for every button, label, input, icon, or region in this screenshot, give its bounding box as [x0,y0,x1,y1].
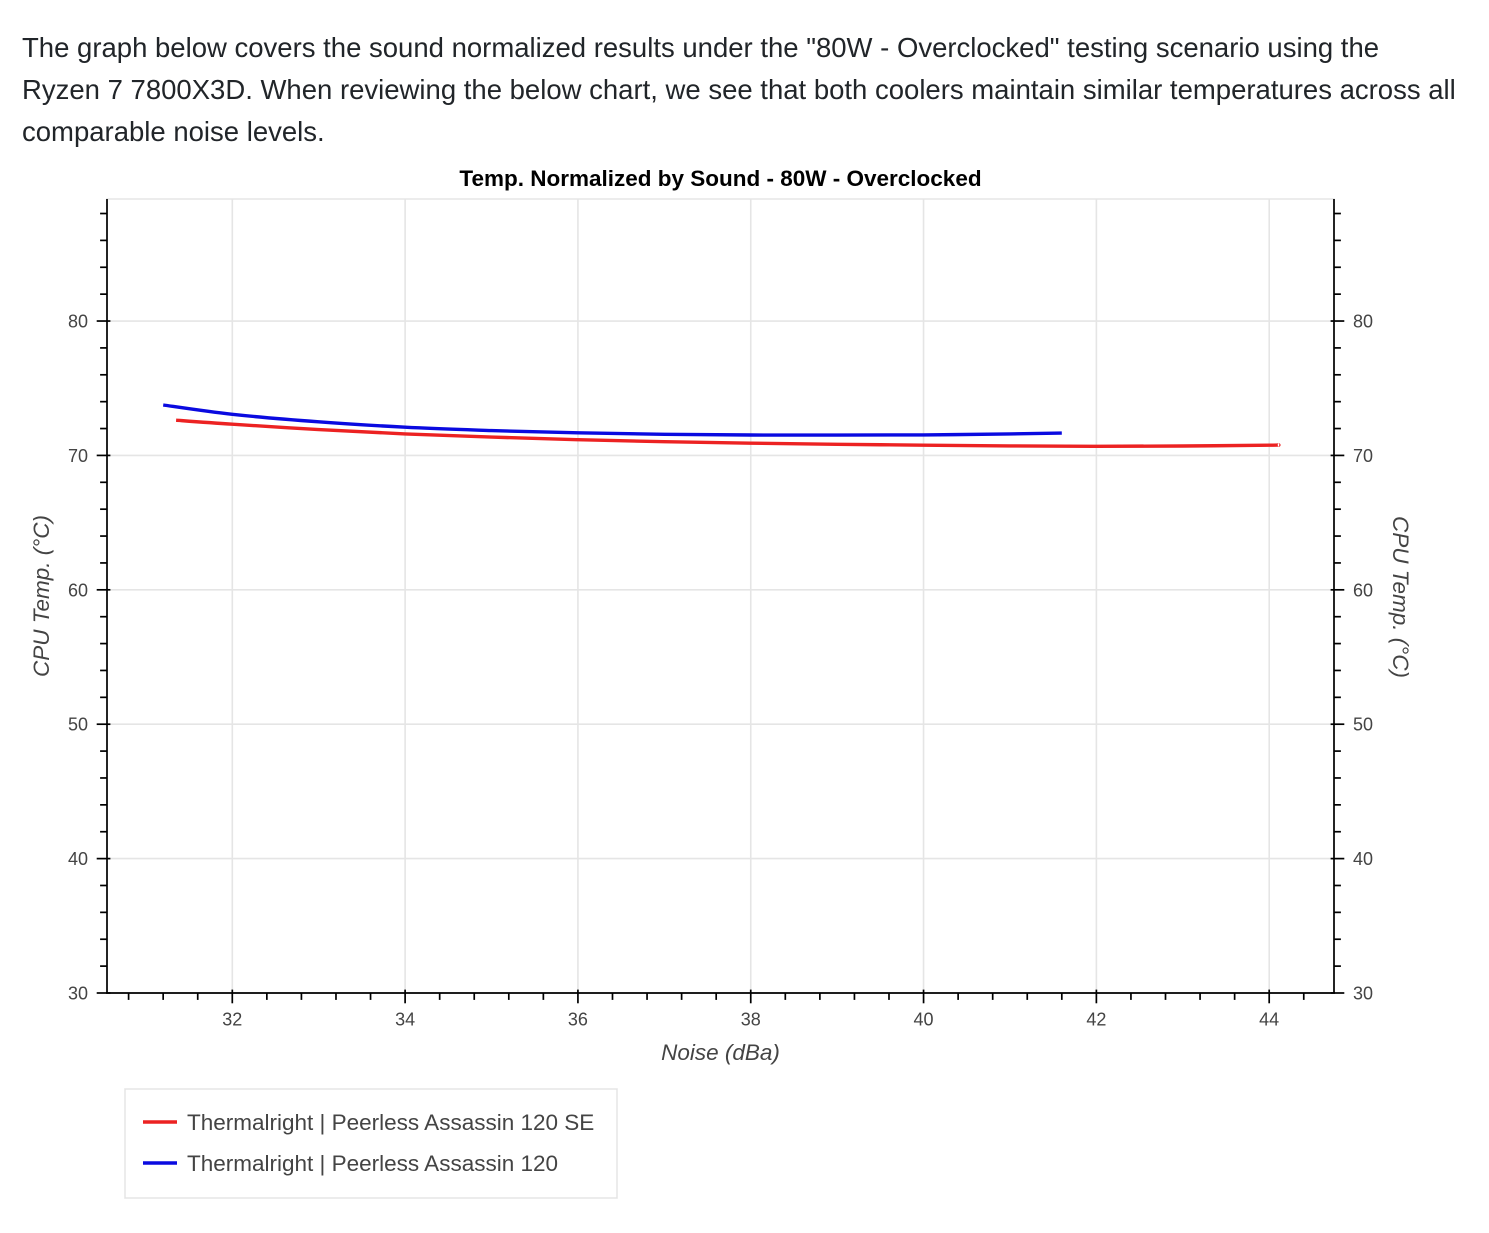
legend-item-peerless-assassin-120: Thermalright | Peerless Assassin 120 [143,1151,558,1176]
y-left-tick-label: 40 [68,849,88,869]
y-left-tick-label: 60 [68,580,88,600]
intro-line: Ryzen 7 7800X3D. When reviewing the belo… [22,74,1456,105]
intro-line: The graph below covers the sound normali… [22,32,1380,63]
intro-line: comparable noise levels. [22,116,325,147]
x-axis-title: Noise (dBa) [661,1040,780,1065]
plot-area [106,198,1335,994]
y-left-tick-label: 50 [68,715,88,735]
temp-vs-noise-chart: Temp. Normalized by Sound - 80W - Overcl… [29,166,1413,1199]
ticks: 32 34 36 38 40 42 44 30 30 40 40 50 50 60 60 70 70 80 80 [68,212,1373,1030]
legend-label-peerless-assassin-120-se: Thermalright | Peerless Assassin 120 SE [187,1110,594,1135]
series-lines [162,403,1281,448]
y-right-tick-label: 40 [1353,849,1373,869]
chart-title: Temp. Normalized by Sound - 80W - Overcl… [459,166,981,191]
intro-paragraph: The graph below covers the sound normali… [22,27,1482,153]
grid [107,199,1334,993]
y-axis-right-title: CPU Temp. (°C) [1388,516,1413,678]
chart-container: Temp. Normalized by Sound - 80W - Overcl… [0,150,1489,1233]
y-left-tick-label: 70 [68,446,88,466]
y-left-tick-label: 30 [68,984,88,1004]
legend-item-peerless-assassin-120-se: Thermalright | Peerless Assassin 120 SE [143,1110,594,1135]
x-tick-label: 42 [1086,1010,1106,1030]
legend-box [124,1088,618,1199]
y-right-tick-label: 80 [1353,312,1373,332]
x-tick-label: 36 [568,1010,588,1030]
legend: Thermalright | Peerless Assassin 120 SE … [124,1088,618,1199]
y-right-tick-label: 60 [1353,580,1373,600]
y-left-tick-label: 80 [68,312,88,332]
y-right-tick-label: 50 [1353,715,1373,735]
x-tick-label: 32 [222,1010,242,1030]
x-tick-label: 38 [741,1010,761,1030]
y-right-tick-label: 30 [1353,984,1373,1004]
y-axis-left-title: CPU Temp. (°C) [29,515,54,677]
thermalright-peerless-assassin-120-line [162,403,1062,437]
y-right-tick-label: 70 [1353,446,1373,466]
x-tick-label: 44 [1259,1010,1279,1030]
thermalright-peerless-assassin-120-se-line [175,418,1281,448]
x-tick-label: 34 [395,1010,415,1030]
legend-label-peerless-assassin-120: Thermalright | Peerless Assassin 120 [187,1151,558,1176]
x-tick-label: 40 [914,1010,934,1030]
